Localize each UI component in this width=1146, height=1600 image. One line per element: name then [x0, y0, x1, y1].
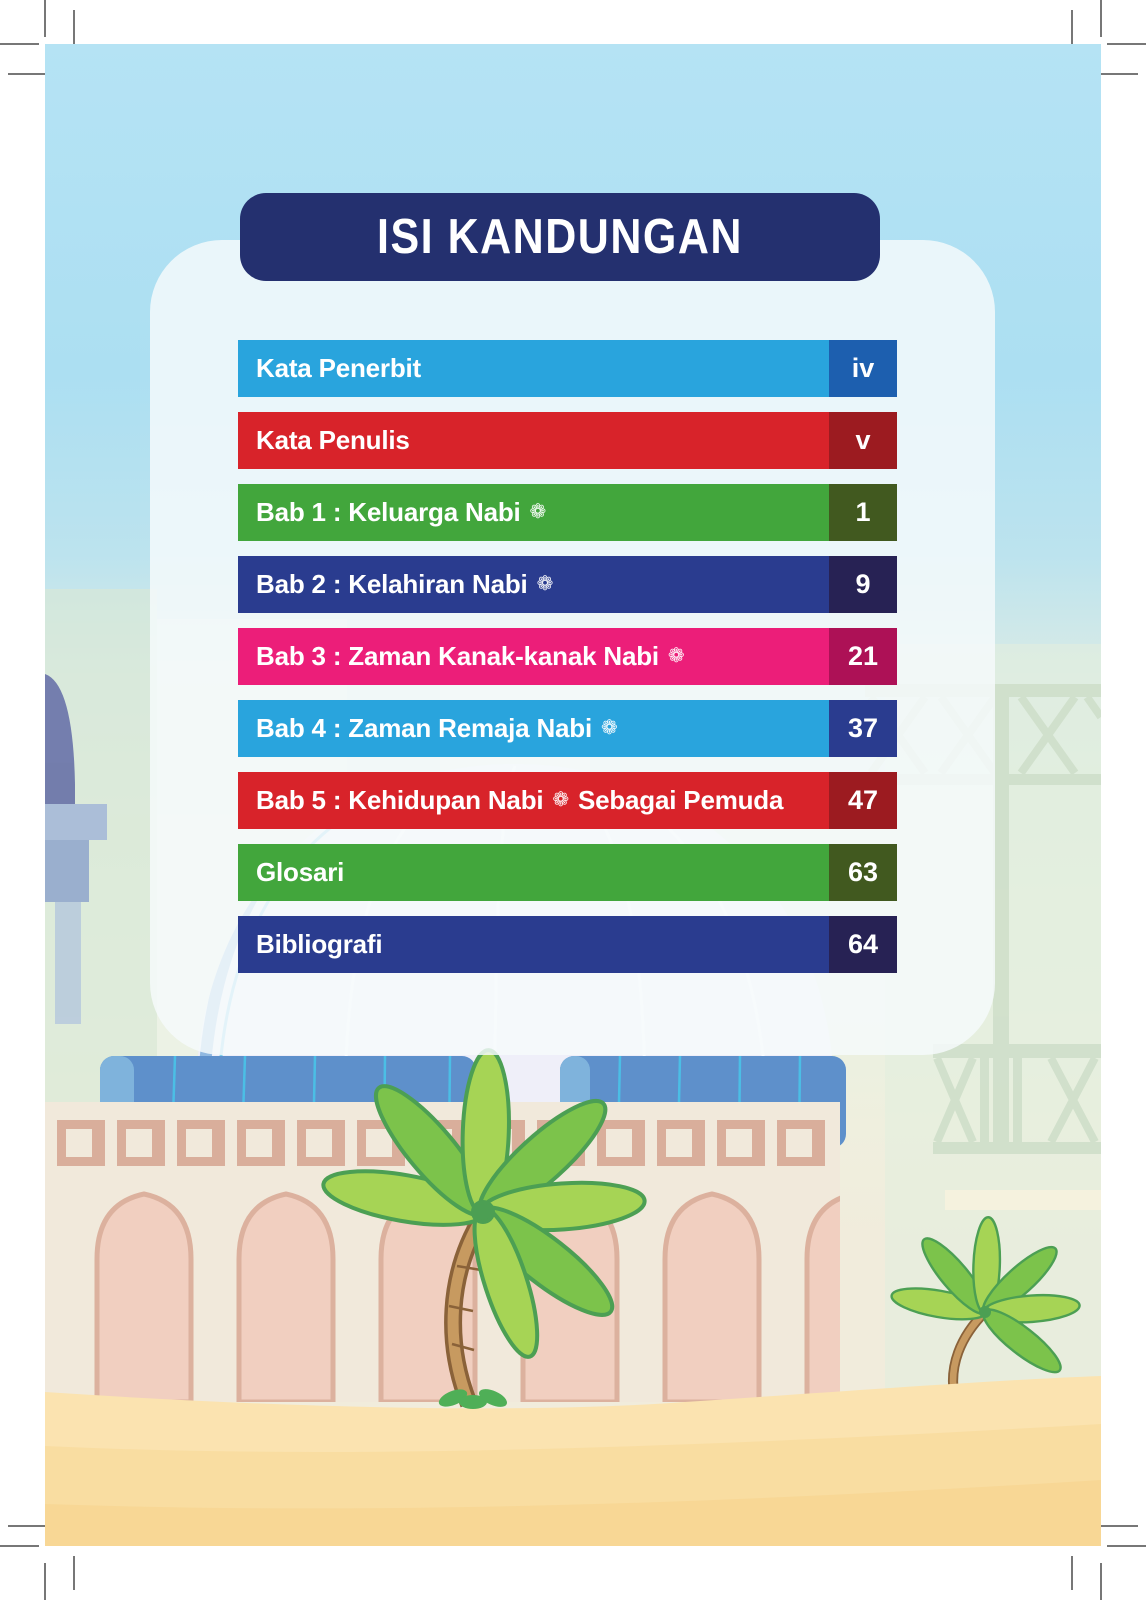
toc-entry-label: Kata Penulis❁ [238, 412, 829, 469]
toc-entry-label: Kata Penerbit❁ [238, 340, 829, 397]
crop-mark [1107, 1545, 1146, 1547]
toc-entry-text-pre: Kata Penerbit [256, 353, 422, 383]
pbuh-symbol-icon: ❁ [601, 717, 618, 739]
toc-entry-label: Bibliografi❁ [238, 916, 829, 973]
toc-entry-text-pre: Bibliografi [256, 929, 383, 959]
toc-row[interactable]: Kata Penulis❁ v [238, 412, 897, 469]
crop-mark [1100, 0, 1102, 37]
toc-page-number: v [829, 412, 897, 469]
wall-arches [94, 1191, 840, 1402]
toc-row[interactable]: Bab 5 : Kehidupan Nabi ❁ Sebagai Pemuda 47 [238, 772, 897, 829]
toc-page-number: iv [829, 340, 897, 397]
toc-row[interactable]: Bab 4 : Zaman Remaja Nabi ❁ 37 [238, 700, 897, 757]
crop-mark [1101, 73, 1138, 75]
toc-page-number: 64 [829, 916, 897, 973]
crop-mark [0, 43, 39, 45]
crop-mark [1071, 10, 1073, 44]
toc-entry-text-pre: Bab 1 : Keluarga Nabi [256, 497, 521, 527]
pbuh-symbol-icon: ❁ [552, 789, 569, 811]
toc-row[interactable]: Glosari❁ 63 [238, 844, 897, 901]
toc-entry-text-pre: Bab 5 : Kehidupan Nabi [256, 785, 544, 815]
pbuh-symbol-icon: ❁ [529, 501, 547, 523]
toc-row[interactable]: Bab 1 : Keluarga Nabi ❁ 1 [238, 484, 897, 541]
toc-entry-label: Glosari❁ [238, 844, 829, 901]
crop-mark [1107, 43, 1146, 45]
crop-mark [1100, 1563, 1102, 1600]
toc-row[interactable]: Bab 2 : Kelahiran Nabi ❁ 9 [238, 556, 897, 613]
toc-entry-text-pre: Bab 4 : Zaman Remaja Nabi [256, 713, 592, 743]
minaret-left [45, 674, 107, 1024]
page-title-text: ISI KANDUNGAN [377, 208, 743, 265]
toc-page-number: 9 [829, 556, 897, 613]
toc-entry-label: Bab 1 : Keluarga Nabi ❁ [238, 484, 829, 541]
toc-entry-text-pre: Bab 2 : Kelahiran Nabi [256, 569, 528, 599]
crop-mark [44, 1563, 46, 1600]
toc-entry-text-pre: Kata Penulis [256, 425, 410, 455]
toc-entry-text-pre: Glosari [256, 857, 345, 887]
toc-row[interactable]: Bibliografi❁ 64 [238, 916, 897, 973]
toc-entry-label: Bab 3 : Zaman Kanak-kanak Nabi ❁ [238, 628, 829, 685]
crop-mark [0, 1545, 39, 1547]
pbuh-symbol-icon: ❁ [536, 573, 554, 595]
toc-page-number: 37 [829, 700, 897, 757]
palm-grass [438, 1389, 507, 1409]
page-title: ISI KANDUNGAN [240, 193, 880, 281]
toc-entry-text-pre: Bab 3 : Zaman Kanak-kanak Nabi [256, 641, 659, 671]
crop-mark [1071, 1556, 1073, 1590]
toc-list: Kata Penerbit❁ iv Kata Penulis❁ v Bab 1 … [238, 340, 897, 988]
toc-entry-text-post: Sebagai Pemuda [577, 785, 784, 815]
toc-page-number: 47 [829, 772, 897, 829]
mosque-wall [45, 1102, 840, 1402]
crop-mark [1101, 1525, 1138, 1527]
palm-tree-large [321, 1048, 647, 1409]
crop-mark [73, 1556, 75, 1590]
toc-row[interactable]: Bab 3 : Zaman Kanak-kanak Nabi ❁ 21 [238, 628, 897, 685]
toc-entry-label: Bab 5 : Kehidupan Nabi ❁ Sebagai Pemuda [238, 772, 829, 829]
crop-mark [8, 73, 45, 75]
toc-panel: ISI KANDUNGAN Kata Penerbit❁ iv Kata Pen… [150, 193, 995, 1055]
pbuh-symbol-icon: ❁ [667, 645, 685, 667]
toc-entry-label: Bab 2 : Kelahiran Nabi ❁ [238, 556, 829, 613]
toc-page-number: 63 [829, 844, 897, 901]
crop-mark [44, 0, 46, 37]
toc-row[interactable]: Kata Penerbit❁ iv [238, 340, 897, 397]
toc-page-number: 1 [829, 484, 897, 541]
toc-entry-label: Bab 4 : Zaman Remaja Nabi ❁ [238, 700, 829, 757]
crop-mark [8, 1525, 45, 1527]
toc-page-number: 21 [829, 628, 897, 685]
sand-dunes [45, 1376, 1101, 1546]
crop-mark [73, 10, 75, 44]
